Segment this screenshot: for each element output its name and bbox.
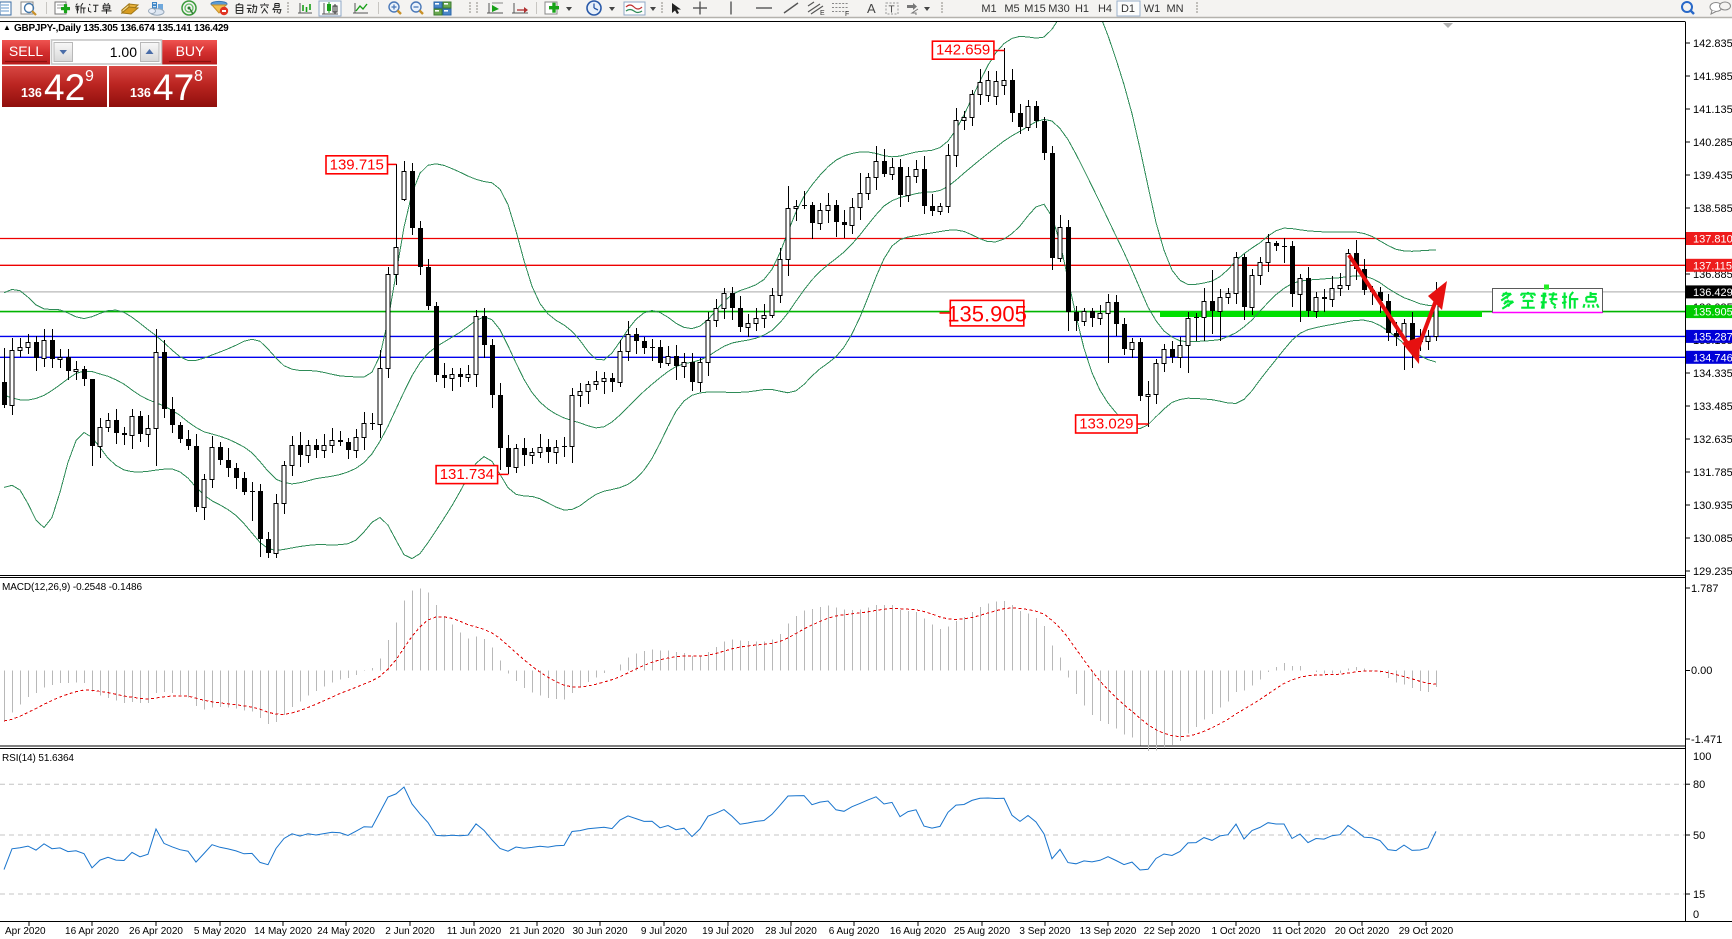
svg-text:100: 100 xyxy=(1693,751,1711,763)
svg-text:80: 80 xyxy=(1693,779,1705,791)
svg-text:16 Apr 2020: 16 Apr 2020 xyxy=(65,926,119,937)
svg-text:141.135: 141.135 xyxy=(1693,104,1732,116)
svg-text:15: 15 xyxy=(1693,889,1705,901)
svg-text:20 Oct 2020: 20 Oct 2020 xyxy=(1335,926,1390,937)
svg-text:140.285: 140.285 xyxy=(1693,137,1732,149)
svg-text:SELL: SELL xyxy=(9,43,43,59)
svg-text:-1.471: -1.471 xyxy=(1691,734,1722,746)
svg-text:M15: M15 xyxy=(1024,3,1045,15)
svg-text:24 May 2020: 24 May 2020 xyxy=(317,926,375,937)
svg-text:142.835: 142.835 xyxy=(1693,38,1732,50)
svg-text:135.905: 135.905 xyxy=(947,301,1027,326)
svg-text:8: 8 xyxy=(194,68,203,85)
svg-text:135.905: 135.905 xyxy=(1693,307,1732,319)
svg-text:22 Sep 2020: 22 Sep 2020 xyxy=(1144,926,1201,937)
svg-text:6 Aug 2020: 6 Aug 2020 xyxy=(829,926,880,937)
svg-text:MACD(12,26,9) -0.2548 -0.1486: MACD(12,26,9) -0.2548 -0.1486 xyxy=(2,582,142,593)
svg-text:MN: MN xyxy=(1166,3,1183,15)
svg-text:129.235: 129.235 xyxy=(1693,566,1732,578)
svg-text:25 Aug 2020: 25 Aug 2020 xyxy=(954,926,1011,937)
svg-text:138.585: 138.585 xyxy=(1693,203,1732,215)
svg-text:21 Jun 2020: 21 Jun 2020 xyxy=(509,926,564,937)
svg-text:136: 136 xyxy=(130,86,151,100)
svg-text:M1: M1 xyxy=(981,3,996,15)
svg-text:9 Jul 2020: 9 Jul 2020 xyxy=(641,926,688,937)
svg-text:29 Oct 2020: 29 Oct 2020 xyxy=(1399,926,1454,937)
svg-text:132.635: 132.635 xyxy=(1693,434,1732,446)
svg-text:9: 9 xyxy=(85,68,94,85)
svg-text:130.935: 130.935 xyxy=(1693,500,1732,512)
svg-text:A: A xyxy=(867,1,876,16)
svg-text:5 May 2020: 5 May 2020 xyxy=(194,926,247,937)
svg-text:141.985: 141.985 xyxy=(1693,71,1732,83)
svg-text:3 Sep 2020: 3 Sep 2020 xyxy=(1019,926,1071,937)
svg-text:T: T xyxy=(889,5,895,16)
svg-text:14 May 2020: 14 May 2020 xyxy=(254,926,312,937)
svg-text:139.435: 139.435 xyxy=(1693,170,1732,182)
svg-text:H1: H1 xyxy=(1075,3,1089,15)
svg-text:134.746: 134.746 xyxy=(1693,352,1732,364)
svg-text:137.115: 137.115 xyxy=(1693,260,1732,272)
svg-text:F: F xyxy=(845,11,849,18)
svg-text:47: 47 xyxy=(153,67,194,108)
svg-text:133.485: 133.485 xyxy=(1693,401,1732,413)
svg-text:1 Oct 2020: 1 Oct 2020 xyxy=(1212,926,1261,937)
svg-text:13 Sep 2020: 13 Sep 2020 xyxy=(1080,926,1137,937)
svg-text:Apr 2020: Apr 2020 xyxy=(5,926,46,937)
svg-text:M5: M5 xyxy=(1004,3,1019,15)
svg-text:RSI(14) 51.6364: RSI(14) 51.6364 xyxy=(2,753,74,764)
svg-text:11 Oct 2020: 11 Oct 2020 xyxy=(1272,926,1326,937)
svg-text:▲: ▲ xyxy=(3,23,11,32)
svg-text:11 Jun 2020: 11 Jun 2020 xyxy=(447,926,502,937)
svg-text:28 Jul 2020: 28 Jul 2020 xyxy=(765,926,817,937)
svg-text:131.734: 131.734 xyxy=(440,466,494,483)
svg-text:134.335: 134.335 xyxy=(1693,368,1732,380)
svg-text:42: 42 xyxy=(44,67,85,108)
svg-text:16 Aug 2020: 16 Aug 2020 xyxy=(890,926,947,937)
svg-text:1.787: 1.787 xyxy=(1691,583,1719,595)
svg-text:0: 0 xyxy=(1693,909,1699,921)
svg-text:131.785: 131.785 xyxy=(1693,467,1732,479)
svg-text:30 Jun 2020: 30 Jun 2020 xyxy=(572,926,627,937)
svg-text:136: 136 xyxy=(21,86,42,100)
svg-text:M30: M30 xyxy=(1048,3,1069,15)
svg-text:GBPJPY-,Daily 135.305 136.674: GBPJPY-,Daily 135.305 136.674 135.141 13… xyxy=(14,23,229,34)
svg-text:130.085: 130.085 xyxy=(1693,533,1732,545)
svg-text:19 Jul 2020: 19 Jul 2020 xyxy=(702,926,754,937)
svg-text:W1: W1 xyxy=(1144,3,1161,15)
svg-text:136.885: 136.885 xyxy=(1693,269,1732,281)
svg-text:142.659: 142.659 xyxy=(936,42,990,59)
svg-text:H4: H4 xyxy=(1098,3,1112,15)
svg-text:2 Jun 2020: 2 Jun 2020 xyxy=(385,926,435,937)
svg-text:0.00: 0.00 xyxy=(1691,665,1712,677)
svg-text:136.429: 136.429 xyxy=(1693,287,1732,299)
svg-text:135.287: 135.287 xyxy=(1693,331,1732,343)
svg-text:139.715: 139.715 xyxy=(330,156,384,173)
svg-text:E: E xyxy=(820,10,825,17)
svg-text:1.00: 1.00 xyxy=(110,44,137,60)
svg-text:50: 50 xyxy=(1693,830,1705,842)
svg-text:BUY: BUY xyxy=(176,43,205,59)
svg-text:26 Apr 2020: 26 Apr 2020 xyxy=(129,926,183,937)
svg-text:D1: D1 xyxy=(1121,3,1135,15)
svg-text:137.810: 137.810 xyxy=(1693,234,1732,246)
svg-text:133.029: 133.029 xyxy=(1079,416,1133,433)
